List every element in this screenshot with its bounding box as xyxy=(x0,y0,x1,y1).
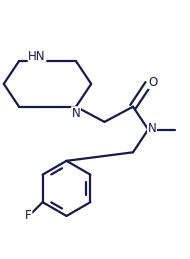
Text: O: O xyxy=(148,76,158,89)
Text: N: N xyxy=(72,107,80,120)
Text: F: F xyxy=(25,209,32,222)
Text: N: N xyxy=(148,122,156,135)
Text: HN: HN xyxy=(28,50,46,63)
